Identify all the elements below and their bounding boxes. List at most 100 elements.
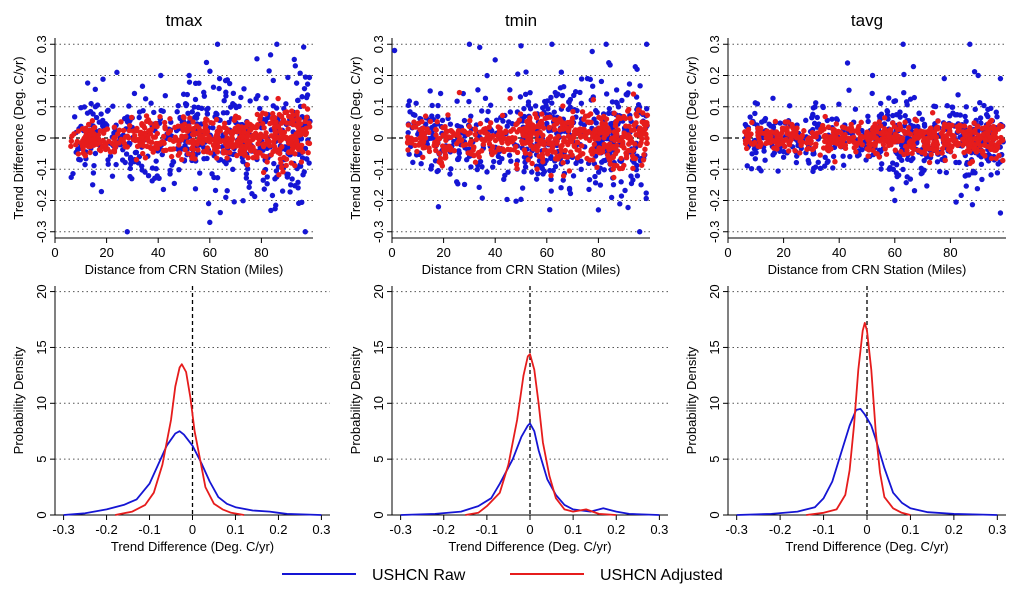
scatter-point <box>499 112 506 119</box>
scatter-point <box>851 144 858 151</box>
scatter-point <box>555 133 562 140</box>
scatter-point <box>806 160 812 166</box>
scatter-point <box>822 138 828 145</box>
scatter-point <box>82 152 89 159</box>
scatter-point <box>890 160 896 166</box>
scatter-point <box>259 121 266 127</box>
scatter-point <box>931 147 937 153</box>
scatter-point <box>221 124 227 130</box>
scatter-point <box>230 166 236 173</box>
scatter-point <box>886 133 892 140</box>
scatter-point <box>92 140 99 146</box>
scatter-point <box>141 125 148 131</box>
scatter-point <box>472 126 478 132</box>
scatter-point <box>301 85 308 92</box>
scatter-point <box>187 115 193 121</box>
scatter-point <box>932 103 939 110</box>
scatter-point <box>509 139 515 145</box>
scatter-point <box>613 118 620 124</box>
scatter-point <box>144 143 150 150</box>
scatter-point <box>433 147 439 154</box>
scatter-point <box>541 141 547 148</box>
scatter-point <box>946 137 953 144</box>
scatter-point <box>144 136 151 142</box>
scatter-point <box>172 134 178 140</box>
y-tick-label: 0.1 <box>371 98 386 116</box>
scatter-point <box>560 126 566 132</box>
scatter-point <box>622 187 628 194</box>
x-tick-label: 20 <box>99 245 113 260</box>
scatter-point <box>631 127 637 133</box>
scatter-point <box>601 167 607 173</box>
scatter-point <box>584 155 590 162</box>
scatter-point <box>595 169 602 175</box>
scatter-point <box>505 135 512 141</box>
scatter-point <box>623 155 630 161</box>
scatter-point <box>92 86 99 92</box>
scatter-point <box>817 152 823 158</box>
scatter-point <box>972 136 979 142</box>
scatter-point <box>247 146 253 152</box>
scatter-point <box>467 117 473 124</box>
scatter-point <box>273 105 280 111</box>
scatter-point <box>437 90 444 97</box>
scatter-point <box>610 181 617 188</box>
scatter-point <box>407 109 413 115</box>
scatter-point <box>236 103 242 109</box>
scatter-point <box>640 157 647 163</box>
scatter-point <box>302 131 309 137</box>
scatter-point <box>955 92 961 98</box>
scatter-point <box>456 148 462 154</box>
scatter-point <box>952 112 959 118</box>
scatter-point <box>412 142 418 149</box>
scatter-point <box>239 133 246 140</box>
scatter-point <box>544 114 551 121</box>
scatter-point <box>782 143 788 150</box>
scatter-point <box>280 169 286 175</box>
scatter-point <box>892 98 899 104</box>
scatter-point <box>474 166 480 173</box>
scatter-point <box>606 110 612 116</box>
scatter-point <box>912 116 918 123</box>
scatter-point <box>830 126 836 133</box>
scatter-point <box>521 147 528 153</box>
scatter-point <box>584 75 591 82</box>
x-tick-label: 0.2 <box>607 522 625 537</box>
scatter-point <box>476 154 482 160</box>
scatter-point <box>95 135 101 142</box>
scatter-point <box>468 151 474 157</box>
scatter-point <box>176 166 182 173</box>
scatter-point <box>606 60 612 66</box>
scatter-point <box>618 155 624 162</box>
scatter-point <box>167 167 173 174</box>
scatter-point <box>505 119 512 125</box>
x-tick-label: 60 <box>540 245 554 260</box>
scatter-point <box>227 149 233 156</box>
panel-4: 0 5 10 15 20 -0.3 -0.2 -0.1 0 0.1 0.2 0.3 Trend Diff… <box>348 284 668 554</box>
scatter-point <box>141 130 148 136</box>
scatter-point <box>876 154 882 160</box>
scatter-point <box>290 112 296 118</box>
scatter-point <box>507 109 514 115</box>
scatter-point <box>118 119 124 125</box>
scatter-point <box>933 142 939 148</box>
scatter-point <box>527 120 533 127</box>
scatter-point <box>879 130 886 136</box>
scatter-point <box>565 128 572 134</box>
scatter-point <box>268 207 274 214</box>
scatter-point <box>630 165 636 172</box>
scatter-point <box>966 172 972 178</box>
scatter-point <box>68 174 74 181</box>
scatter-point <box>789 121 795 128</box>
scatter-point <box>406 98 413 104</box>
scatter-point <box>283 101 289 107</box>
scatter-point <box>417 135 423 141</box>
scatter-point <box>978 161 985 168</box>
scatter-point <box>267 120 273 127</box>
scatter-point <box>86 137 93 143</box>
scatter-point <box>564 119 571 126</box>
scatter-point <box>232 125 238 132</box>
scatter-point <box>549 41 555 47</box>
scatter-point <box>956 127 962 133</box>
scatter-point <box>540 132 546 139</box>
